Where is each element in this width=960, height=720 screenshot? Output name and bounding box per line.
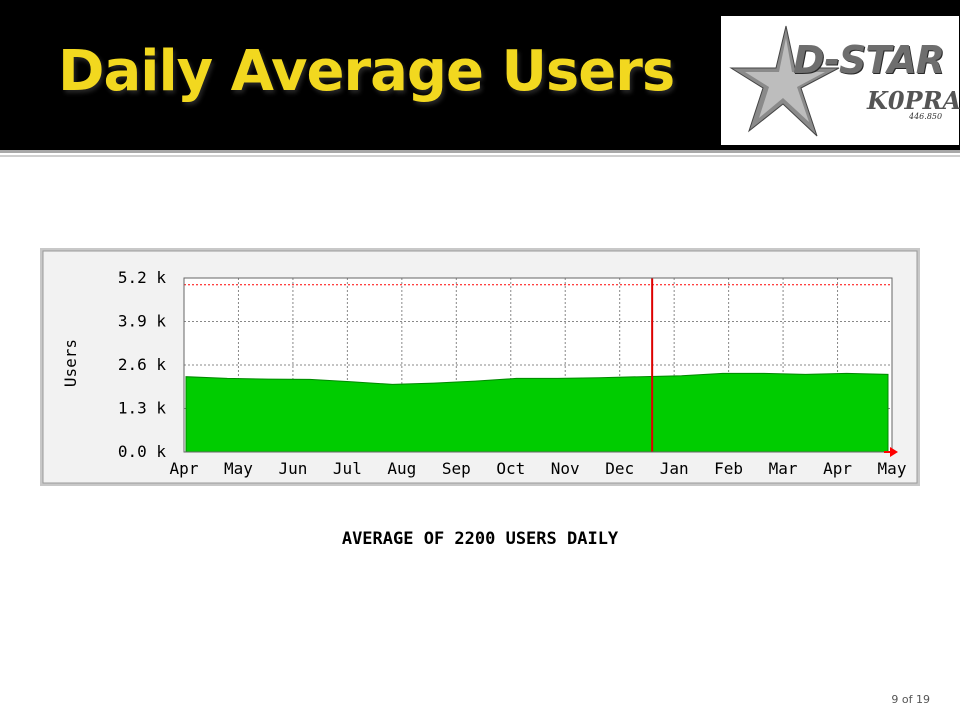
page-number: 9 of 19 [891,693,930,706]
chart-svg: 0.0 k 1.3 k 2.6 k 3.9 k 5.2 k Apr May Jun Jul Aug… [40,248,920,486]
header-divider-secondary [0,155,960,157]
x-tick-label: Mar [769,459,798,478]
x-tick-label: May [224,459,253,478]
chart-caption: AVERAGE OF 2200 USERS DAILY [341,529,619,549]
slide-title: Daily Average Users [58,39,675,104]
series-area [185,372,889,453]
logo-text: D-STAR [793,38,945,82]
x-tick-label: Feb [714,459,743,478]
x-tick-label: Oct [496,459,525,478]
y-tick-label: 5.2 k [118,268,167,287]
x-tick-label: Apr [823,459,852,478]
x-axis-arrow [890,447,898,457]
header-divider [0,150,960,153]
x-tick-label: May [878,459,907,478]
y-axis-label: Users [61,339,80,387]
x-tick-label: Sep [442,459,471,478]
y-tick-label: 1.3 k [118,399,167,418]
x-tick-label: Jan [660,459,689,478]
users-chart: 0.0 k 1.3 k 2.6 k 3.9 k 5.2 k Apr May Jun Jul Aug… [40,248,920,486]
x-tick-label: Dec [605,459,634,478]
y-tick-label: 2.6 k [118,355,167,374]
logo-frequency: 446.850 [909,112,943,121]
y-tick-label: 3.9 k [118,312,167,331]
y-tick-label: 0.0 k [118,442,167,461]
plot-border [183,277,893,453]
x-tick-label: Nov [551,459,580,478]
x-tick-label: Jul [333,459,362,478]
dstar-logo: D-STAR K0PRA 446.850 [721,16,960,145]
x-tick-label: Jun [278,459,307,478]
x-tick-label: Aug [387,459,416,478]
logo-callsign: K0PRA [867,86,960,115]
star-icon [729,25,840,137]
x-tick-label: Apr [170,459,199,478]
